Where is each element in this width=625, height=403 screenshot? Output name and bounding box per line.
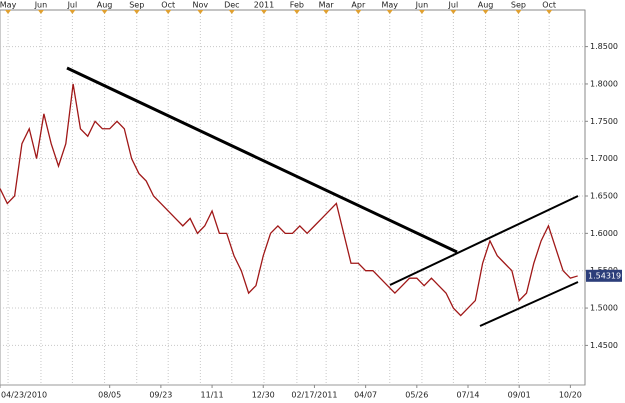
month-label: Feb xyxy=(290,1,304,10)
month-marker xyxy=(386,10,393,14)
plot-area xyxy=(0,10,585,385)
month-marker xyxy=(418,10,425,14)
x-tick-label: 10/20 xyxy=(559,391,582,400)
price-label: 1.54319 xyxy=(588,271,621,280)
y-tick-label: 1.5000 xyxy=(590,304,618,313)
y-tick-label: 1.7000 xyxy=(590,154,618,163)
month-marker xyxy=(133,10,140,14)
month-label: Jul xyxy=(67,1,78,10)
month-label: Dec xyxy=(224,1,239,10)
month-marker xyxy=(355,10,362,14)
month-label: Oct xyxy=(161,1,175,10)
month-marker xyxy=(101,10,108,14)
month-label: Jun xyxy=(415,1,429,10)
x-tick-label: 04/23/2010 xyxy=(1,391,47,400)
month-marker xyxy=(5,10,12,14)
channel-upper xyxy=(389,195,579,286)
month-label: Nov xyxy=(193,1,209,10)
x-tick-label: 04/07 xyxy=(354,391,377,400)
y-tick-label: 1.6500 xyxy=(590,192,618,201)
price-line xyxy=(0,83,578,317)
month-label: Aug xyxy=(478,1,494,10)
month-label: Apr xyxy=(351,1,366,10)
y-tick-label: 1.6000 xyxy=(590,229,618,238)
month-label: Mar xyxy=(319,1,335,10)
channel-lower xyxy=(479,281,579,327)
month-label: May xyxy=(381,1,398,10)
month-marker xyxy=(197,10,204,14)
x-tick-label: 05/26 xyxy=(405,391,428,400)
month-marker xyxy=(37,10,44,14)
month-label: Sep xyxy=(511,1,526,10)
month-marker xyxy=(450,10,457,14)
y-tick-label: 1.8000 xyxy=(590,79,618,88)
month-label: Jul xyxy=(448,1,459,10)
x-tick-label: 11/11 xyxy=(201,391,224,400)
month-marker xyxy=(293,10,300,14)
month-label: Jun xyxy=(34,1,48,10)
month-label: 2011 xyxy=(254,1,274,10)
x-tick-label: 07/14 xyxy=(456,391,479,400)
month-marker xyxy=(515,10,522,14)
month-marker xyxy=(69,10,76,14)
month-marker xyxy=(482,10,489,14)
x-tick-label: 12/30 xyxy=(252,391,275,400)
month-marker xyxy=(165,10,172,14)
y-tick-label: 1.7500 xyxy=(590,117,618,126)
trendline xyxy=(66,66,458,254)
y-tick-label: 1.8500 xyxy=(590,42,618,51)
month-label: May xyxy=(0,1,17,10)
x-tick-label: 08/05 xyxy=(98,391,121,400)
month-marker xyxy=(546,10,553,14)
month-marker xyxy=(323,10,330,14)
x-tick-label: 09/01 xyxy=(508,391,531,400)
month-marker xyxy=(228,10,235,14)
price-box xyxy=(586,269,622,282)
month-label: Sep xyxy=(129,1,144,10)
x-tick-label: 09/23 xyxy=(149,391,172,400)
x-tick-label: 02/17/2011 xyxy=(291,391,337,400)
y-tick-label: 1.4500 xyxy=(590,341,618,350)
month-label: Aug xyxy=(97,1,113,10)
month-label: Oct xyxy=(542,1,556,10)
month-marker xyxy=(260,10,267,14)
